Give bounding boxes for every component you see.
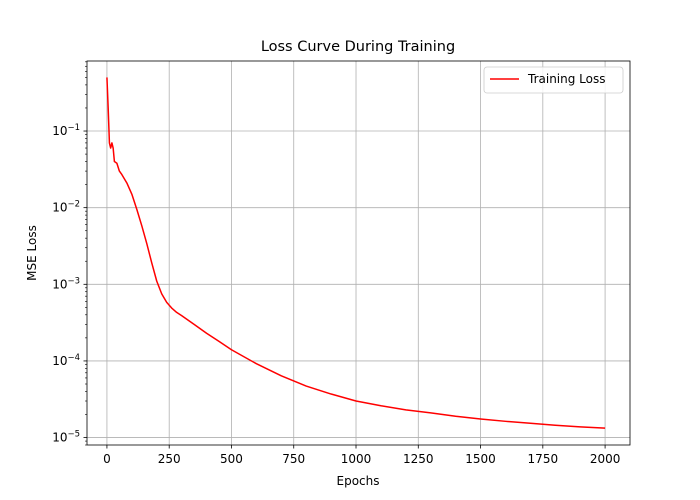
- plot-frame: [86, 60, 631, 446]
- x-tick-label: 1500: [465, 452, 496, 466]
- y-tick-exponent: −1: [67, 123, 80, 133]
- legend-box: [483, 66, 624, 94]
- chart-title: Loss Curve During Training: [261, 39, 455, 55]
- y-tick-base: 10: [52, 277, 67, 291]
- x-tick-label: 1750: [528, 452, 559, 466]
- y-axis-ticks: 10−110−210−310−410−5: [52, 123, 87, 445]
- x-tick-label: 250: [158, 452, 181, 466]
- y-tick-label: 10−2: [52, 200, 80, 215]
- x-tick-label: 0: [103, 452, 111, 466]
- y-tick-exponent: −3: [67, 276, 80, 286]
- series-layer: [106, 77, 606, 429]
- y-axis-title: MSE Loss: [25, 225, 39, 281]
- x-axis-title: Epochs: [337, 474, 380, 488]
- y-tick-exponent: −2: [67, 200, 80, 210]
- x-gridlines: [106, 61, 606, 445]
- y-tick-base: 10: [52, 124, 67, 138]
- y-tick-base: 10: [52, 431, 67, 445]
- y-tick-exponent: −4: [67, 353, 80, 363]
- x-tick-label: 2000: [590, 452, 621, 466]
- y-tick-label: 10−1: [52, 123, 80, 138]
- x-axis-ticks: 0 250 500 750 1000 1250 1500 1750 2000: [103, 445, 620, 466]
- legend-label: Training Loss: [527, 72, 605, 86]
- y-tick-label: 10−3: [52, 276, 80, 291]
- y-gridlines: [87, 130, 630, 438]
- y-tick-base: 10: [52, 354, 67, 368]
- y-tick-exponent: −5: [67, 430, 80, 440]
- y-tick-base: 10: [52, 201, 67, 215]
- x-tick-label: 500: [220, 452, 243, 466]
- legend: Training Loss: [483, 66, 624, 94]
- x-tick-label: 750: [282, 452, 305, 466]
- y-tick-label: 10−5: [52, 430, 80, 445]
- series-line-training-loss: [106, 77, 606, 429]
- x-tick-label: 1250: [403, 452, 434, 466]
- y-tick-label: 10−4: [52, 353, 80, 368]
- x-tick-label: 1000: [341, 452, 372, 466]
